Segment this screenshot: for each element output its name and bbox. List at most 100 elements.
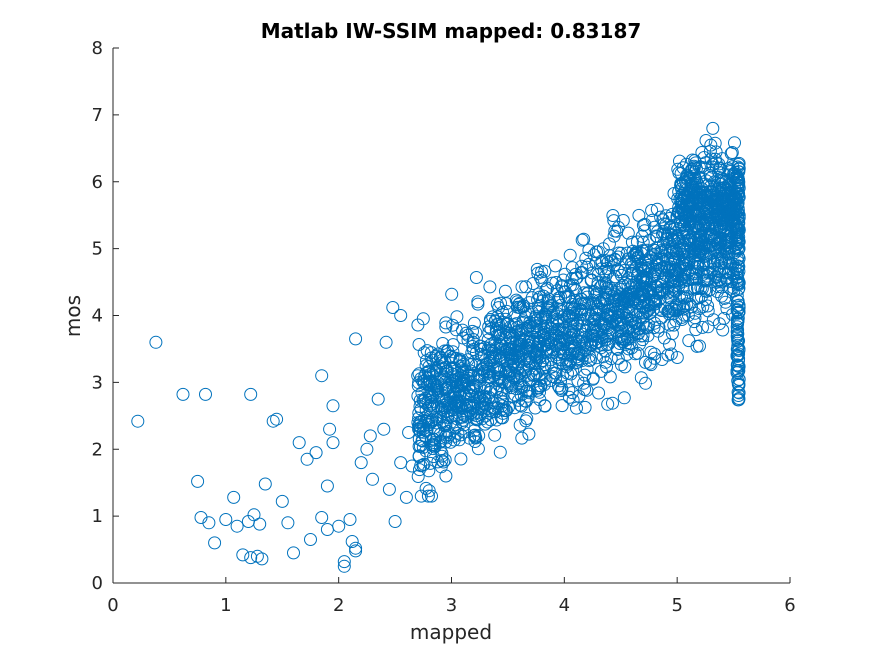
scatter-point xyxy=(474,397,487,411)
scatter-point xyxy=(422,365,436,379)
scatter-point xyxy=(611,250,625,264)
scatter-point xyxy=(511,324,525,338)
scatter-point xyxy=(580,319,594,333)
scatter-point xyxy=(411,389,425,403)
scatter-point xyxy=(731,160,745,174)
scatter-point xyxy=(436,337,450,350)
scatter-point xyxy=(509,382,523,396)
scatter-point xyxy=(176,387,190,401)
scatter-point xyxy=(417,346,431,360)
scatter-point xyxy=(437,394,451,408)
scatter-point xyxy=(411,318,425,332)
scatter-point xyxy=(708,152,722,166)
scatter-point xyxy=(427,438,441,452)
scatter-point xyxy=(416,458,430,472)
scatter-point xyxy=(676,204,690,218)
scatter-point xyxy=(565,272,579,285)
scatter-point xyxy=(598,312,612,325)
scatter-point xyxy=(659,268,673,282)
scatter-point xyxy=(731,241,745,255)
scatter-point xyxy=(577,376,591,390)
scatter-point xyxy=(713,273,727,286)
scatter-point xyxy=(628,347,642,361)
scatter-point xyxy=(612,282,626,296)
scatter-point xyxy=(590,302,604,316)
scatter-point xyxy=(598,276,611,290)
scatter-point xyxy=(732,359,745,373)
scatter-point xyxy=(477,389,491,403)
scatter-point xyxy=(667,286,680,300)
scatter-point xyxy=(287,546,300,560)
scatter-point xyxy=(639,355,652,369)
scatter-point xyxy=(513,296,527,310)
scatter-point xyxy=(601,397,615,411)
scatter-point xyxy=(253,517,267,531)
scatter-point xyxy=(558,326,572,340)
scatter-point xyxy=(131,414,145,428)
scatter-point xyxy=(627,328,641,341)
scatter-point xyxy=(699,204,713,218)
scatter-point xyxy=(434,410,448,424)
scatter-point xyxy=(472,390,486,404)
scatter-point xyxy=(731,196,745,210)
scatter-point xyxy=(615,334,629,348)
scatter-point xyxy=(556,323,570,337)
scatter-point xyxy=(688,306,702,320)
scatter-point xyxy=(582,354,596,368)
scatter-point xyxy=(695,182,709,196)
scatter-point xyxy=(529,350,543,364)
scatter-point xyxy=(422,484,436,498)
scatter-point xyxy=(649,247,663,261)
scatter-point xyxy=(439,320,453,334)
scatter-point xyxy=(315,511,329,524)
scatter-point xyxy=(580,362,594,376)
scatter-point xyxy=(692,215,706,229)
scatter-point xyxy=(732,222,745,236)
scatter-point xyxy=(494,338,508,352)
scatter-point xyxy=(457,370,470,384)
scatter-point xyxy=(587,321,601,335)
x-tick-label: 2 xyxy=(333,595,344,616)
scatter-point xyxy=(550,284,564,298)
scatter-point xyxy=(300,452,314,466)
scatter-point xyxy=(486,345,500,359)
y-tick-label: 4 xyxy=(92,306,103,327)
scatter-point xyxy=(495,402,509,416)
scatter-point xyxy=(699,134,713,147)
scatter-point xyxy=(538,264,552,278)
scatter-point xyxy=(475,412,489,426)
scatter-point xyxy=(471,442,485,456)
scatter-point xyxy=(522,427,536,441)
scatter-point xyxy=(599,355,613,369)
scatter-point xyxy=(614,317,628,331)
scatter-point xyxy=(326,399,340,413)
scatter-point xyxy=(700,273,714,287)
scatter-point xyxy=(411,416,425,429)
scatter-point xyxy=(499,297,513,311)
scatter-point xyxy=(577,312,591,326)
scatter-point xyxy=(606,396,619,410)
scatter-point xyxy=(675,203,689,217)
scatter-point xyxy=(634,371,648,385)
scatter-point xyxy=(731,259,745,273)
scatter-point xyxy=(612,265,626,279)
scatter-point xyxy=(684,205,697,219)
scatter-point xyxy=(625,235,639,249)
scatter-point xyxy=(559,290,572,304)
scatter-point xyxy=(638,224,652,238)
scatter-point xyxy=(657,285,671,299)
scatter-point xyxy=(715,289,729,303)
scatter-point xyxy=(596,350,610,364)
scatter-point xyxy=(452,383,466,397)
scatter-point xyxy=(425,414,439,428)
scatter-point xyxy=(520,412,534,425)
scatter-point xyxy=(360,442,374,456)
y-ticks: 0 1 2 3 4 5 6 7 8 xyxy=(92,38,119,594)
scatter-point xyxy=(394,309,408,322)
scatter-point xyxy=(437,419,451,432)
scatter-point xyxy=(563,248,577,262)
scatter-point xyxy=(354,456,368,470)
scatter-point xyxy=(712,317,726,331)
scatter-point xyxy=(343,513,357,526)
